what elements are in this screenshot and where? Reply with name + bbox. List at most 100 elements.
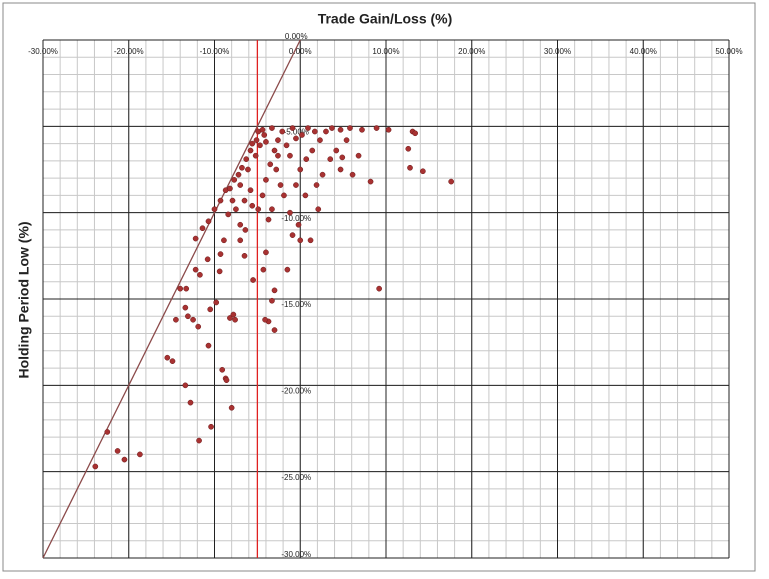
scatter-point [349,171,356,178]
scatter-point [192,266,199,273]
scatter-point [287,152,293,159]
scatter-point [245,166,251,173]
scatter-point [277,182,284,188]
scatter-point [243,156,250,162]
scatter-point [333,147,340,154]
x-tick-label: 40.00% [630,47,657,56]
scatter-point [412,130,419,137]
scatter-point [204,256,211,263]
scatter-point [239,164,245,171]
scatter-point [385,126,392,133]
scatter-point [259,126,266,133]
scatter-point [293,182,299,188]
scatter-point [227,185,233,192]
scatter-point [237,221,244,228]
scatter-point [121,456,128,463]
scatter-point [247,187,254,194]
scatter-point [287,209,293,216]
scatter-point [367,178,374,185]
scatter-point [271,147,278,154]
scatter-point [137,451,143,458]
scatter-point [376,285,382,292]
scatter-point [269,206,275,213]
scatter-point [232,316,238,323]
scatter-point [114,448,121,454]
scatter-point [207,306,214,313]
y-tick-label: -25.00% [281,473,311,482]
y-tick-label: -20.00% [281,386,311,395]
scatter-point [92,463,99,470]
scatter-point [225,211,232,218]
scatter-point [347,125,353,131]
scatter-point [216,268,223,275]
scatter-point [233,206,239,213]
scatter-point [273,166,280,173]
x-tick-label: 10.00% [372,47,399,56]
scatter-point [237,237,244,244]
scatter-point [190,316,196,323]
scatter-point [230,311,237,318]
scatter-point [223,377,230,384]
x-tick-label: 0.00% [289,47,312,56]
scatter-point [229,197,236,204]
scatter-point [253,137,260,143]
scatter-point [219,366,226,373]
scatter-point [235,171,242,178]
scatter-point [283,142,290,149]
scatter-point [271,327,278,333]
scatter-point [327,156,334,162]
scatter-point [309,147,316,154]
y-tick-label: 0.00% [285,32,308,41]
scatter-point [302,192,309,199]
scatter-point [323,128,329,135]
scatter-point [279,128,286,135]
scatter-point [405,145,412,152]
scatter-point [182,304,189,311]
scatter-point [299,132,305,138]
scatter-point [213,299,220,306]
scatter-point [315,206,322,213]
scatter-point [247,147,254,154]
scatter-point [297,166,304,173]
scatter-point [227,315,233,321]
scatter-point [311,128,318,135]
scatter-point [252,152,259,159]
scatter-point [305,125,311,131]
scatter-point [275,137,281,143]
scatter-point [267,161,274,168]
scatter-point [217,251,224,257]
y-tick-label: -10.00% [281,214,311,223]
scatter-point [339,154,346,161]
x-tick-label: -30.00% [28,47,58,56]
scatter-point [197,271,203,278]
scatter-point [355,152,362,159]
scatter-point [164,354,171,361]
scatter-point [407,164,413,171]
scatter-point [284,266,291,273]
scatter-point [241,197,248,204]
scatter-point [293,135,299,142]
scatter-point [343,137,350,143]
scatter-point [319,171,326,178]
scatter-point [208,423,214,430]
y-tick-label: -15.00% [281,300,311,309]
scatter-point [231,177,238,183]
scatter-point [257,142,263,149]
y-axis-label: Holding Period Low (%) [16,221,32,378]
x-tick-label: 50.00% [715,47,742,56]
scatter-point [420,168,426,175]
scatter-point [317,137,323,143]
scatter-point [275,152,281,159]
y-tick-label: -30.00% [281,550,311,559]
scatter-point [237,182,244,188]
scatter-point [313,182,320,188]
scatter-point [183,285,190,292]
scatter-point [182,382,189,389]
chart-title: Trade Gain/Loss (%) [318,11,453,27]
scatter-point [269,297,275,304]
scatter-point [263,177,269,183]
scatter-point [241,252,248,259]
x-tick-label: -10.00% [200,47,230,56]
scatter-point [260,266,267,273]
